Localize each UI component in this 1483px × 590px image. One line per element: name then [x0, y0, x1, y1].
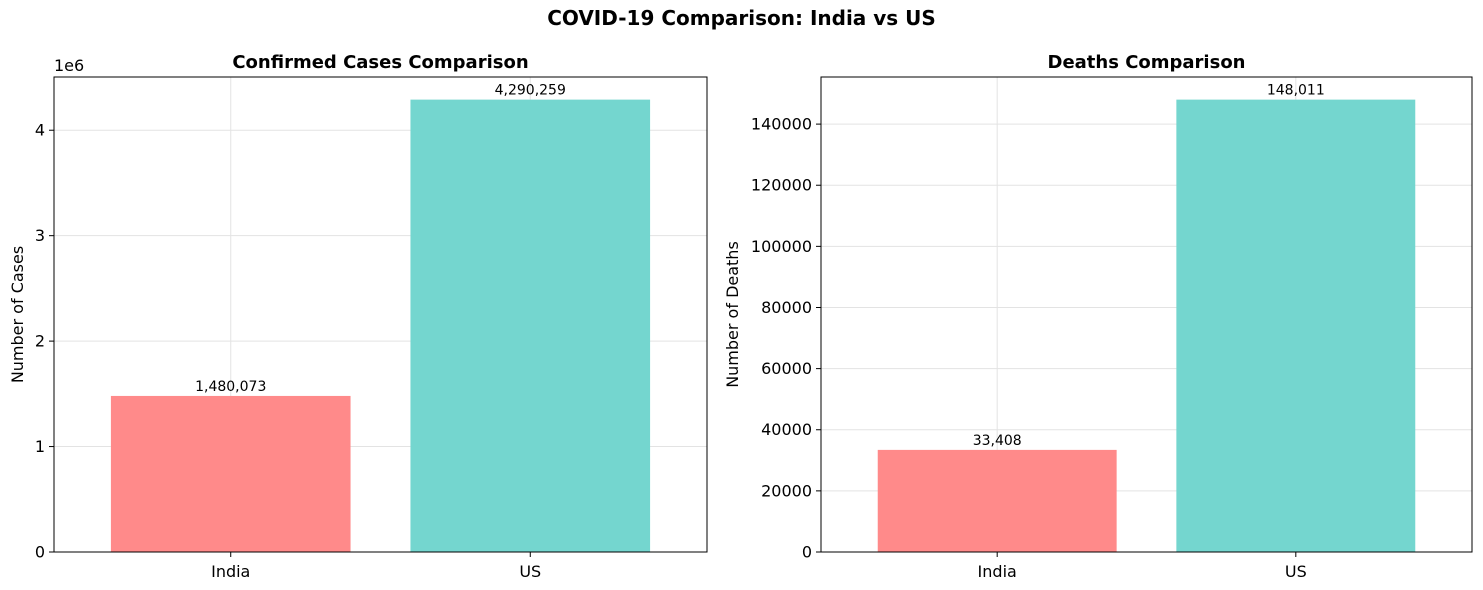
axes-frame [53, 76, 708, 553]
y-axis-label: Number of Deaths [723, 241, 742, 388]
x-tick-label: India [211, 562, 250, 581]
y-tick-label: 0 [35, 543, 45, 562]
x-tick-label: US [519, 562, 541, 581]
chart-panel-2: 33,408 148,011 0 20000 40000 60000 80000 100000… [723, 52, 1473, 581]
bar-india [877, 449, 1117, 552]
y-tick-label: 4 [35, 121, 45, 140]
y-tick-label: 1 [35, 437, 45, 456]
y-tick-label: 3 [35, 226, 45, 245]
y-tick-label: 2 [35, 332, 45, 351]
chart-panel-1: 1,480,073 4,290,259 0 1 2 3 4 India US 1e6 Confirm… [8, 52, 708, 581]
y-tick-label: 60000 [761, 359, 812, 378]
data-label: 1,480,073 [195, 379, 266, 395]
data-label: 33,408 [973, 433, 1022, 449]
axes-title: Confirmed Cases Comparison [232, 52, 528, 73]
bar-us [1176, 99, 1416, 552]
y-tick-label: 80000 [761, 298, 812, 317]
bar-us [410, 99, 651, 552]
y-tick-label: 40000 [761, 420, 812, 439]
y-tick-label: 120000 [751, 176, 812, 195]
bar-india [110, 395, 351, 552]
axes-frame [820, 76, 1473, 553]
y-tick-label: 20000 [761, 481, 812, 500]
y-tick-label: 140000 [751, 115, 812, 134]
y-axis-label: Number of Cases [8, 246, 27, 383]
y-tick-label: 100000 [751, 237, 812, 256]
x-tick-label: US [1285, 562, 1307, 581]
axes-title: Deaths Comparison [1048, 52, 1246, 73]
y-tick-label: 0 [802, 543, 812, 562]
x-tick-label: India [978, 562, 1017, 581]
y-offset-label: 1e6 [54, 56, 84, 75]
data-label: 148,011 [1267, 83, 1325, 99]
data-label: 4,290,259 [495, 83, 566, 99]
figure-title: COVID-19 Comparison: India vs US [547, 6, 936, 30]
